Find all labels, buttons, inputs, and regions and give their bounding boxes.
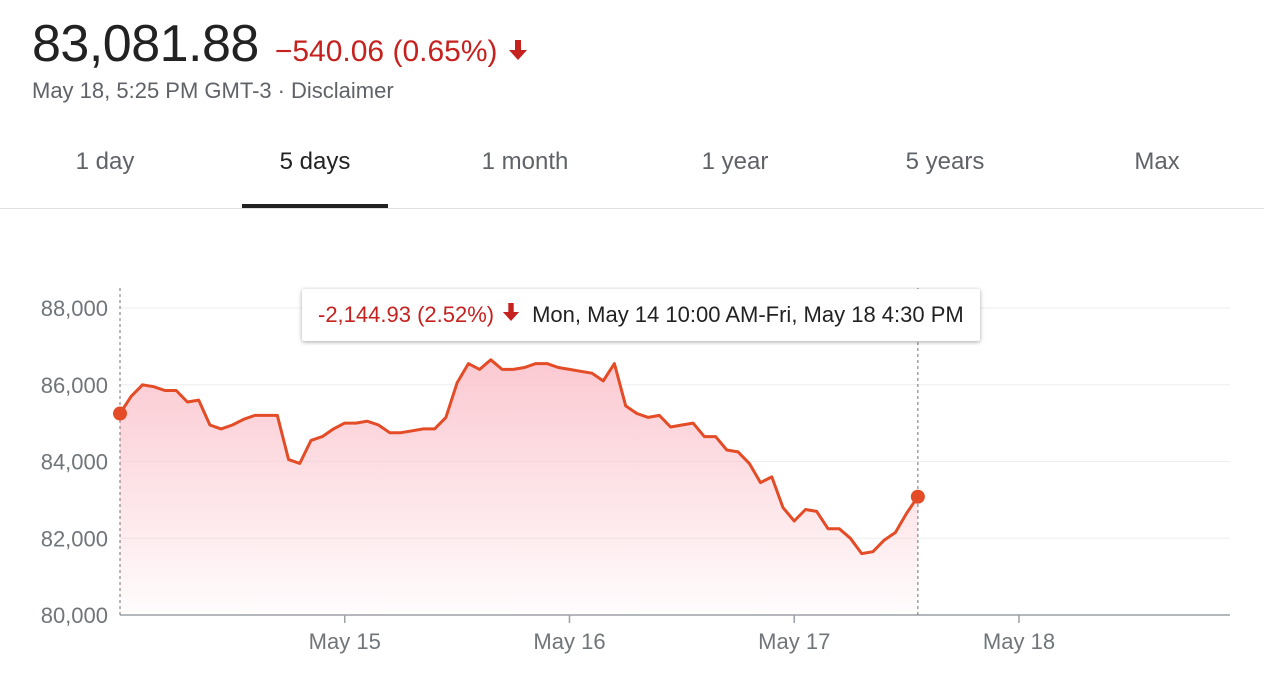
end-point [910,489,925,504]
y-tick-label-3: 86,000 [41,373,108,398]
x-tick-label-3: May 18 [983,629,1055,654]
tab-1-year[interactable]: 1 year [701,148,769,175]
tooltip-change: -2,144.93 (2.52%) [318,302,495,327]
arrow-down-icon [508,36,528,68]
quote-meta: May 18, 5:25 PM GMT-3 · Disclaimer [32,78,528,104]
meta-separator: · [277,78,285,103]
tooltip-range: Mon, May 14 10:00 AM-Fri, May 18 4:30 PM [532,302,964,327]
quote-header: 83,081.88 −540.06 (0.65%) May 18, 5:25 P… [32,14,528,104]
range-tabs: 1 day 5 days 1 month 1 year 5 years Max [0,130,1264,209]
start-point [113,406,127,421]
y-tick-label-2: 84,000 [41,450,108,475]
range-tooltip: -2,144.93 (2.52%) Mon, May 14 10:00 AM-F… [302,289,980,341]
tab-5-years[interactable]: 5 years [905,148,985,175]
disclaimer-link[interactable]: Disclaimer [290,78,394,103]
y-tick-label-1: 82,000 [41,526,108,551]
y-tick-label-0: 80,000 [41,603,108,628]
tooltip-arrow-down-icon [502,302,520,328]
x-tick-label-0: May 15 [309,629,381,654]
tab-1-day[interactable]: 1 day [75,148,135,175]
x-tick-label-2: May 17 [758,629,830,654]
x-tick-label-1: May 16 [533,629,605,654]
price-line [118,358,920,556]
timestamp: May 18, 5:25 PM GMT-3 [32,78,272,103]
tab-5-days[interactable]: 5 days [242,130,388,208]
tab-max[interactable]: Max [1134,148,1180,175]
tab-1-month[interactable]: 1 month [481,148,569,175]
current-price: 83,081.88 [32,15,259,73]
area-fill [120,359,918,615]
price-change: −540.06 (0.65%) [274,35,498,68]
y-tick-label-4: 88,000 [41,296,108,321]
price-row: 83,081.88 −540.06 (0.65%) [32,14,528,74]
